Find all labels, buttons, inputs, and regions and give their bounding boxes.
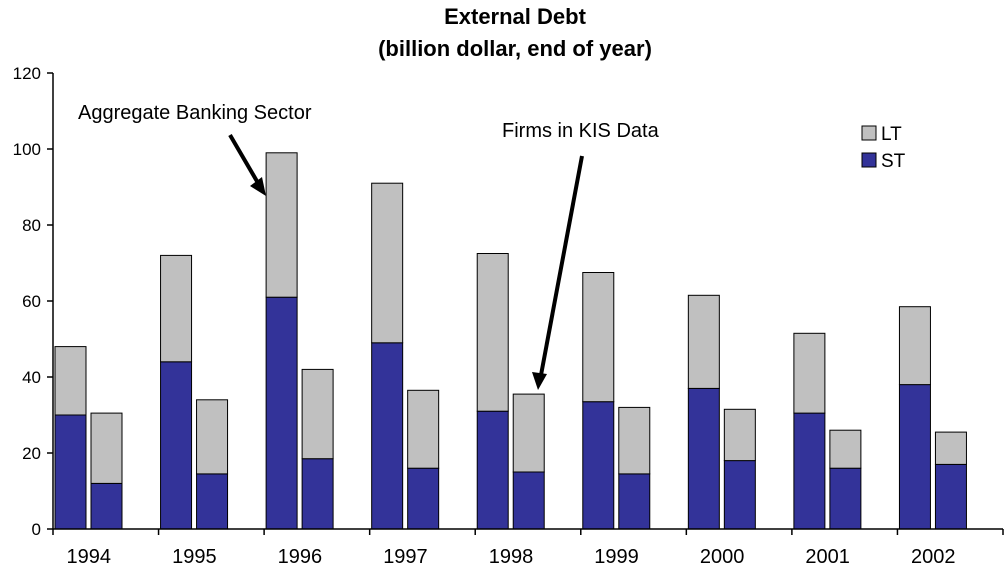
- bar-st-1998-firms: [512, 471, 545, 530]
- legend-label-st: ST: [881, 151, 906, 172]
- bar-st-1996-banking: [265, 296, 298, 530]
- annotation-aggregate-banking-text: Aggregate Banking Sector: [78, 102, 312, 124]
- bar-lt-2000-banking: [687, 294, 720, 389]
- x-tick-label-1999: 1999: [594, 546, 639, 568]
- bar-st-1995-firms: [196, 473, 229, 530]
- x-tick-labels: 1994 1995 1996 1997 1998 1999 2000 2001 2002: [67, 546, 956, 568]
- x-tick-label-2000: 2000: [700, 546, 745, 568]
- y-tick-labels: 0 20 40 60 80 100 120: [13, 64, 41, 539]
- x-tick-label-1996: 1996: [278, 546, 323, 568]
- bar-st-2001-banking: [793, 412, 826, 530]
- bar-st-1997-banking: [371, 342, 404, 530]
- x-tick-label-1997: 1997: [383, 546, 428, 568]
- bar-st-2000-banking: [687, 387, 720, 530]
- bar-st-1998-banking: [476, 410, 509, 530]
- bar-st-1994-firms: [90, 482, 123, 530]
- y-tick-label-80: 80: [22, 216, 41, 235]
- x-tick-label-2001: 2001: [805, 546, 850, 568]
- bar-st-1999-banking: [582, 401, 615, 530]
- bar-lt-1998-banking: [476, 253, 509, 412]
- bar-st-2002-firms: [934, 463, 967, 530]
- axes-layer: [47, 72, 1004, 535]
- annotation-firms-kis-text: Firms in KIS Data: [502, 120, 660, 142]
- x-tick-label-1995: 1995: [172, 546, 217, 568]
- bar-st-1996-firms: [301, 458, 334, 530]
- bar-lt-1997-banking: [371, 182, 404, 344]
- y-tick-label-120: 120: [13, 64, 41, 83]
- bar-lt-1997-firms: [407, 389, 440, 469]
- bar-lt-1996-firms: [301, 368, 334, 460]
- y-tick-label-0: 0: [32, 520, 41, 539]
- bar-lt-1995-firms: [196, 399, 229, 475]
- bar-st-1995-banking: [160, 361, 193, 530]
- bar-lt-1994-banking: [54, 346, 87, 416]
- legend-swatch-lt: [861, 125, 877, 141]
- x-tick-label-1994: 1994: [67, 546, 112, 568]
- y-tick-label-60: 60: [22, 292, 41, 311]
- annotation-aggregate-banking: Aggregate Banking Sector: [78, 102, 312, 196]
- bar-lt-1999-banking: [582, 272, 615, 403]
- annotation-aggregate-banking-arrow: [228, 133, 260, 185]
- y-tick-label-40: 40: [22, 368, 41, 387]
- bar-st-2002-banking: [898, 384, 931, 530]
- x-tick-label-2002: 2002: [911, 546, 956, 568]
- legend-swatch-st: [861, 152, 877, 168]
- bar-st-1997-firms: [407, 467, 440, 530]
- chart-title: External Debt: [444, 4, 586, 29]
- annotation-firms-kis-arrow: [539, 155, 584, 376]
- y-tick-label-20: 20: [22, 444, 41, 463]
- bar-lt-2001-banking: [793, 332, 826, 414]
- y-tick-label-100: 100: [13, 140, 41, 159]
- annotation-aggregate-banking-arrowhead: [250, 177, 266, 196]
- bar-lt-1994-firms: [90, 412, 123, 484]
- annotation-firms-kis-arrowhead: [532, 372, 547, 390]
- bar-lt-2000-firms: [723, 408, 756, 462]
- bar-lt-1998-firms: [512, 393, 545, 473]
- chart-subtitle: (billion dollar, end of year): [378, 36, 652, 61]
- x-tick-label-1998: 1998: [489, 546, 534, 568]
- bar-lt-1995-banking: [160, 254, 193, 363]
- annotation-firms-kis: Firms in KIS Data: [502, 120, 660, 390]
- bar-lt-1996-banking: [265, 152, 298, 298]
- bar-lt-2001-firms: [829, 429, 862, 469]
- bar-st-2000-firms: [723, 460, 756, 530]
- bar-st-1994-banking: [54, 414, 87, 530]
- bar-lt-1999-firms: [618, 406, 651, 475]
- legend: LT ST: [861, 124, 906, 172]
- bars-layer: [54, 152, 967, 530]
- bar-st-1999-firms: [618, 473, 651, 530]
- bar-st-2001-firms: [829, 467, 862, 530]
- bar-lt-2002-firms: [934, 431, 967, 465]
- bar-lt-2002-banking: [898, 306, 931, 386]
- legend-label-lt: LT: [881, 124, 902, 145]
